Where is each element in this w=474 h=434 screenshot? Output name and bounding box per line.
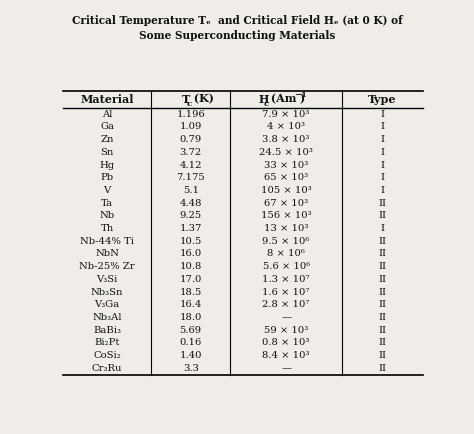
Text: Type: Type [368,94,397,105]
Text: 7.9 × 10³: 7.9 × 10³ [263,110,310,119]
Text: 4 × 10³: 4 × 10³ [267,122,305,132]
Text: II: II [378,364,386,373]
Text: 1.40: 1.40 [180,351,202,360]
Text: 16.4: 16.4 [180,300,202,309]
Text: 24.5 × 10³: 24.5 × 10³ [259,148,313,157]
Text: 18.0: 18.0 [180,313,202,322]
Text: 0.79: 0.79 [180,135,202,144]
Text: 17.0: 17.0 [180,275,202,284]
Text: 33 × 10³: 33 × 10³ [264,161,308,170]
Text: II: II [378,351,386,360]
Text: Zn: Zn [100,135,114,144]
Text: Ta: Ta [101,199,113,207]
Text: 5.69: 5.69 [180,326,202,335]
Text: 156 × 10³: 156 × 10³ [261,211,311,220]
Text: 9.5 × 10⁶: 9.5 × 10⁶ [263,237,310,246]
Text: II: II [378,313,386,322]
Text: Bi₂Pt: Bi₂Pt [94,339,120,347]
Text: 67 × 10³: 67 × 10³ [264,199,308,207]
Text: I: I [381,122,384,132]
Text: Nb₃Al: Nb₃Al [92,313,122,322]
Text: II: II [378,199,386,207]
Text: I: I [381,148,384,157]
Text: I: I [381,161,384,170]
Text: II: II [378,250,386,258]
Text: −1: −1 [294,91,308,99]
Text: 8.4 × 10³: 8.4 × 10³ [263,351,310,360]
Text: 9.25: 9.25 [180,211,202,220]
Text: CoSi₂: CoSi₂ [93,351,121,360]
Text: Al: Al [102,110,112,119]
Text: 4.48: 4.48 [180,199,202,207]
Text: II: II [378,339,386,347]
Text: II: II [378,326,386,335]
Text: II: II [378,237,386,246]
Text: Nb₃Sn: Nb₃Sn [91,287,123,296]
Text: Hg: Hg [100,161,115,170]
Text: ): ) [300,94,305,105]
Text: —: — [281,364,291,373]
Text: Some Superconducting Materials: Some Superconducting Materials [139,30,335,41]
Text: 18.5: 18.5 [180,287,202,296]
Text: 0.16: 0.16 [180,339,202,347]
Text: II: II [378,287,386,296]
Text: 13 × 10³: 13 × 10³ [264,224,308,233]
Text: 3.72: 3.72 [180,148,202,157]
Text: I: I [381,173,384,182]
Text: H: H [259,94,269,105]
Text: 4.12: 4.12 [180,161,202,170]
Text: 105 × 10³: 105 × 10³ [261,186,311,195]
Text: Nb: Nb [100,211,115,220]
Text: (Am: (Am [267,94,297,105]
Text: I: I [381,224,384,233]
Text: 16.0: 16.0 [180,250,202,258]
Text: II: II [378,211,386,220]
Text: I: I [381,110,384,119]
Text: 1.37: 1.37 [180,224,202,233]
Text: I: I [381,186,384,195]
Text: 59 × 10³: 59 × 10³ [264,326,308,335]
Text: II: II [378,300,386,309]
Text: 0.8 × 10³: 0.8 × 10³ [263,339,310,347]
Text: c: c [186,99,191,108]
Text: 5.6 × 10⁶: 5.6 × 10⁶ [263,262,310,271]
Text: 5.1: 5.1 [182,186,199,195]
Text: Pb: Pb [100,173,114,182]
Text: V₃Si: V₃Si [96,275,118,284]
Text: 10.8: 10.8 [180,262,202,271]
Text: 1.6 × 10⁷: 1.6 × 10⁷ [263,287,310,296]
Text: BaBi₃: BaBi₃ [93,326,121,335]
Text: 65 × 10³: 65 × 10³ [264,173,308,182]
Text: II: II [378,275,386,284]
Text: 8 × 10⁶: 8 × 10⁶ [267,250,305,258]
Text: —: — [281,313,291,322]
Text: Material: Material [80,94,134,105]
Text: NbN: NbN [95,250,119,258]
Text: Sn: Sn [100,148,114,157]
Text: 2.8 × 10⁷: 2.8 × 10⁷ [263,300,310,309]
Text: Th: Th [100,224,114,233]
Text: 1.09: 1.09 [180,122,202,132]
Text: 3.3: 3.3 [183,364,199,373]
Text: T: T [182,94,190,105]
Text: Cr₃Ru: Cr₃Ru [92,364,122,373]
Text: Nb-25% Zr: Nb-25% Zr [79,262,135,271]
Text: (K): (K) [191,94,214,105]
Text: 1.3 × 10⁷: 1.3 × 10⁷ [263,275,310,284]
Text: Ga: Ga [100,122,114,132]
Text: Critical Temperature Tₑ  and Critical Field Hₑ (at 0 K) of: Critical Temperature Tₑ and Critical Fie… [72,15,402,26]
Text: I: I [381,135,384,144]
Text: Nb-44% Ti: Nb-44% Ti [80,237,134,246]
Text: 7.175: 7.175 [176,173,205,182]
Text: V: V [103,186,110,195]
Text: II: II [378,262,386,271]
Text: c: c [264,99,268,108]
Text: 10.5: 10.5 [180,237,202,246]
Text: 3.8 × 10³: 3.8 × 10³ [263,135,310,144]
Text: V₃Ga: V₃Ga [94,300,119,309]
Text: 1.196: 1.196 [176,110,205,119]
